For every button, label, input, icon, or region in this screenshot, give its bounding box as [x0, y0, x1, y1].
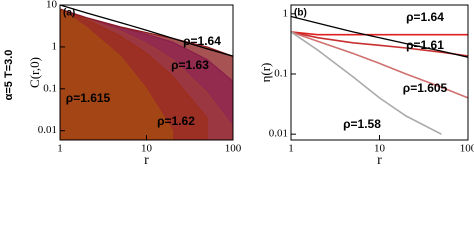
series-label: ρ=1.58 [343, 117, 381, 131]
line [291, 31, 442, 135]
x-tick-label: 10 [141, 143, 153, 155]
x-axis-label: r [377, 153, 382, 166]
side-label: α=5 T=3.0 [3, 50, 15, 101]
series-label: ρ=1.605 [403, 81, 448, 95]
series-label: ρ=1.63 [171, 58, 209, 72]
y-tick-label: 10 [46, 0, 58, 11]
panel-label: (b) [294, 8, 307, 19]
y-axis-label: η(r) [258, 63, 273, 83]
x-tick-label: 10 [374, 143, 386, 155]
y-tick-label: 1 [283, 7, 289, 19]
plot-area [60, 5, 233, 140]
line [291, 31, 468, 36]
x-tick-label: 100 [460, 143, 474, 155]
x-axis-label: r [144, 153, 149, 166]
x-tick-label: 1 [288, 143, 294, 155]
series-label: ρ=1.62 [157, 114, 195, 128]
line [291, 15, 468, 58]
area [60, 8, 233, 140]
series-label: ρ=1.61 [406, 38, 444, 52]
y-axis-label: C(r,0) [27, 57, 42, 88]
y-tick-label: 0.1 [274, 68, 288, 80]
series-label: ρ=1.615 [66, 91, 111, 105]
x-tick-label: 100 [225, 143, 242, 155]
x-tick-label: 1 [57, 143, 63, 155]
series-label: ρ=1.64 [406, 10, 444, 24]
line [60, 5, 233, 57]
panel-label: (a) [63, 8, 75, 19]
y-tick-label: 0.01 [38, 124, 57, 136]
y-tick-label: 0.1 [43, 82, 57, 94]
y-tick-label: 0.01 [269, 128, 288, 140]
plot-area [291, 15, 468, 135]
line [291, 31, 468, 99]
series-label: ρ=1.64 [183, 34, 221, 48]
line [291, 31, 468, 57]
y-tick-label: 1 [52, 40, 58, 52]
